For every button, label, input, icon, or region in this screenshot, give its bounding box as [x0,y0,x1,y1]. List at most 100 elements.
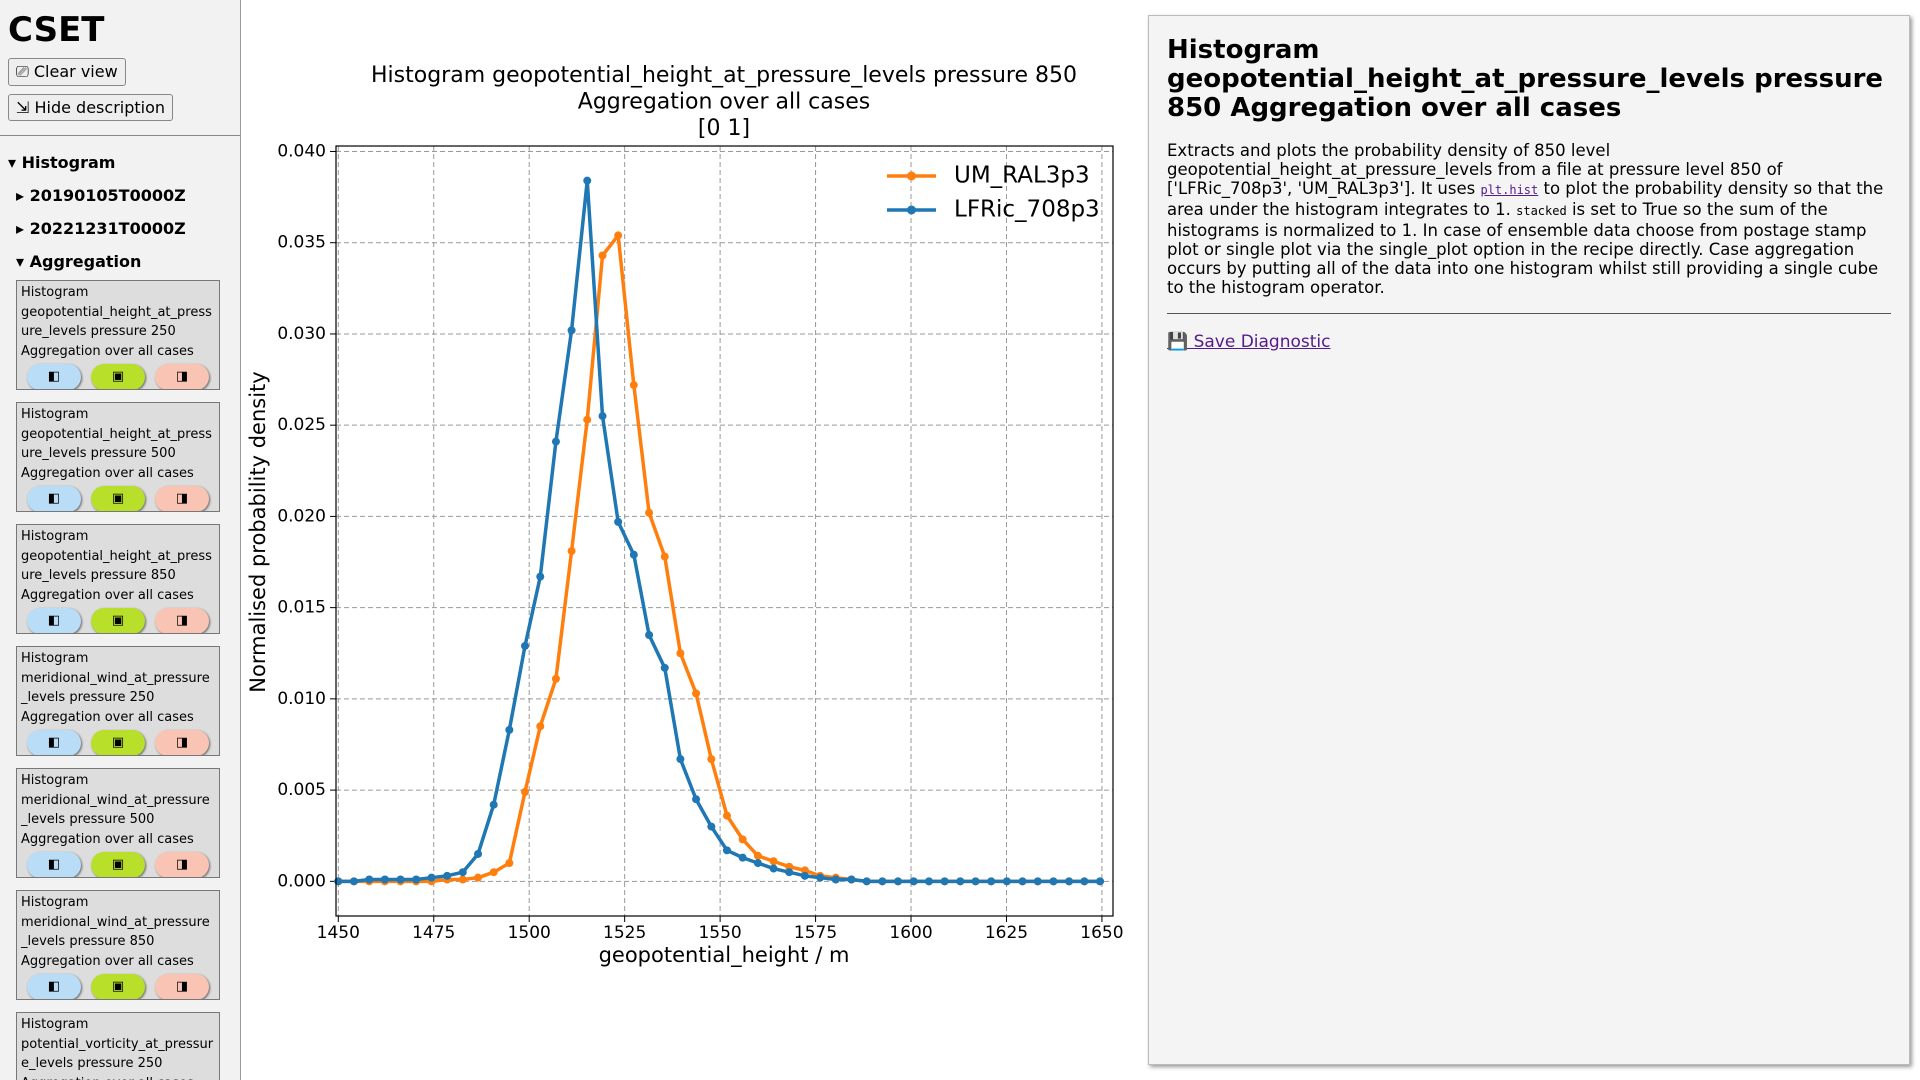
card-list: Histogram geopotential_height_at_pressur… [16,280,220,1080]
card-button[interactable]: ◧ [27,486,81,511]
data-point [940,877,949,886]
description-panel: Histogram geopotential_height_at_pressur… [1148,15,1910,1065]
card-button[interactable]: ◧ [27,364,81,389]
card-buttons: ◧ ▣ ◨ [21,852,215,877]
data-point [800,871,809,880]
legend-marker [907,205,916,215]
card-button[interactable]: ◨ [155,730,209,755]
card-button[interactable]: ◨ [155,364,209,389]
data-point [878,877,887,886]
tree-item[interactable]: ▾ Histogram [8,153,116,172]
save-diagnostic-link[interactable]: 💾 Save Diagnostic [1167,332,1331,352]
data-point [567,326,576,335]
data-point [785,868,794,877]
data-point [1033,877,1042,886]
data-point [1049,877,1058,886]
tree-item[interactable]: ▸ 20190105T0000Z [16,186,186,205]
tree-item[interactable]: ▾ Aggregation [16,252,142,271]
data-point [349,877,358,886]
legend-label: UM_RAL3p3 [954,163,1090,189]
data-point [521,641,529,650]
card-button[interactable]: ◨ [155,486,209,511]
data-point [583,176,592,185]
data-point [505,725,514,734]
data-point [831,875,840,884]
sidebar: CSET ⎚ Clear view ⇲ Hide description ▾ H… [0,0,241,1080]
data-point [536,572,545,581]
data-point [971,877,980,886]
card-button[interactable]: ▣ [91,486,145,511]
y-tick-label: 0.000 [277,871,326,891]
card-label: Histogram potential_vorticity_at_pressur… [21,1017,214,1080]
x-tick-label: 1625 [985,923,1028,943]
data-point [707,755,716,764]
data-point [660,663,669,672]
card-button[interactable]: ◨ [155,608,209,633]
y-tick-label: 0.025 [277,415,326,435]
card: Histogram geopotential_height_at_pressur… [16,280,220,390]
hide-description-button[interactable]: ⇲ Hide description [8,94,174,121]
data-point [676,755,685,764]
description-text: Extracts and plots the probability densi… [1167,141,1891,297]
y-tick-label: 0.040 [277,141,326,161]
data-point [753,851,762,860]
data-point [645,508,654,517]
data-point [1002,877,1011,886]
data-point [458,868,467,877]
card-button[interactable]: ◧ [27,608,81,633]
data-point [614,231,623,240]
chart-title: [0 1] [698,116,750,141]
divider [1167,313,1891,314]
card-buttons: ◧ ▣ ◨ [21,486,215,511]
text: is set to True so the sum of the histogr… [1167,200,1879,297]
clear-view-button[interactable]: ⎚ Clear view [8,58,126,86]
data-point [816,873,825,882]
card-button[interactable]: ▣ [91,730,145,755]
data-point [909,877,918,886]
data-point [987,877,996,886]
data-point [583,415,592,424]
code: plt.hist [1480,183,1539,197]
series-line [338,178,1101,884]
data-point [956,877,965,886]
y-tick-label: 0.010 [277,689,326,709]
tree-item[interactable]: ▸ 20221231T0000Z [16,219,186,238]
x-axis-label: geopotential_height / m [599,943,850,968]
card-button[interactable]: ◧ [27,852,81,877]
code: stacked [1516,204,1567,218]
data-point [474,849,483,858]
x-tick-label: 1600 [889,923,932,943]
card-button[interactable]: ◧ [27,730,81,755]
card-label: Histogram meridional_wind_at_pressure_le… [21,773,210,847]
text: Extracts and plots the probability densi… [1167,141,1783,198]
data-point [365,875,374,884]
card-label: Histogram meridional_wind_at_pressure_le… [21,895,210,969]
data-point [427,873,436,882]
plot-frame [335,145,1114,917]
data-point [924,877,933,886]
y-tick-label: 0.030 [277,324,326,344]
x-tick-label: 1525 [603,923,646,943]
data-point [380,875,389,884]
card-button[interactable]: ◨ [155,852,209,877]
card-button[interactable]: ◧ [27,974,81,999]
data-point [443,871,452,880]
data-point [722,846,731,855]
card-button[interactable]: ▣ [91,852,145,877]
data-point [396,875,405,884]
data-point [1018,877,1027,886]
data-point [645,631,654,640]
text: to plot the probability density so that … [1167,179,1884,219]
card-button[interactable]: ▣ [91,974,145,999]
card-button[interactable]: ▣ [91,364,145,389]
data-point [567,547,576,556]
data-point [847,875,856,884]
card-button[interactable]: ▣ [91,608,145,633]
x-tick-label: 1450 [317,923,360,943]
card-button[interactable]: ◨ [155,974,209,999]
chart-title: Aggregation over all cases [578,90,870,115]
code-link[interactable]: plt.hist [1480,179,1538,198]
data-point [753,859,762,868]
data-point [551,674,560,683]
